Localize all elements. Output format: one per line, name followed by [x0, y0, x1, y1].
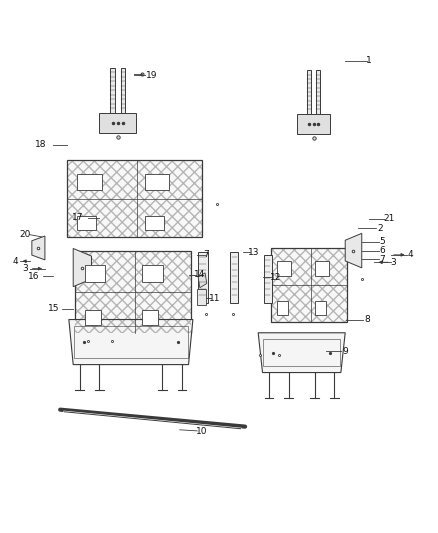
- Text: 9: 9: [343, 347, 348, 356]
- Bar: [142, 310, 159, 325]
- Polygon shape: [32, 236, 45, 260]
- Polygon shape: [69, 319, 193, 365]
- Bar: [198, 252, 208, 303]
- Text: 6: 6: [379, 246, 385, 255]
- Text: 5: 5: [379, 237, 385, 246]
- Text: 20: 20: [20, 230, 31, 239]
- Bar: [263, 339, 340, 366]
- Text: 10: 10: [196, 427, 207, 437]
- Text: 3: 3: [22, 264, 28, 273]
- Text: 4: 4: [408, 251, 413, 260]
- Bar: [74, 326, 187, 358]
- Text: 16: 16: [28, 271, 40, 280]
- Bar: [307, 70, 311, 114]
- Bar: [271, 248, 347, 322]
- Bar: [271, 248, 347, 322]
- Text: 13: 13: [248, 248, 260, 257]
- Polygon shape: [345, 233, 362, 268]
- Bar: [315, 261, 329, 276]
- Bar: [75, 251, 191, 333]
- Bar: [75, 251, 191, 333]
- Bar: [67, 160, 201, 237]
- Bar: [67, 160, 201, 237]
- Text: 2: 2: [377, 224, 383, 233]
- Bar: [230, 252, 238, 303]
- Text: 18: 18: [35, 140, 46, 149]
- Text: 21: 21: [383, 214, 395, 223]
- Polygon shape: [73, 248, 92, 287]
- Bar: [145, 174, 169, 190]
- Bar: [142, 265, 163, 282]
- Bar: [316, 70, 320, 114]
- Text: 17: 17: [72, 213, 83, 222]
- Bar: [277, 301, 288, 315]
- Text: 12: 12: [270, 272, 281, 281]
- Polygon shape: [198, 273, 207, 288]
- Bar: [264, 255, 272, 303]
- Text: 8: 8: [364, 315, 370, 324]
- Bar: [85, 310, 101, 325]
- Text: 1: 1: [366, 56, 372, 65]
- Bar: [315, 301, 326, 315]
- Text: 14: 14: [194, 270, 205, 279]
- Bar: [99, 113, 136, 133]
- Polygon shape: [258, 333, 345, 373]
- Text: 19: 19: [146, 71, 157, 80]
- Bar: [145, 216, 164, 230]
- Text: 3: 3: [390, 258, 396, 266]
- Bar: [78, 174, 102, 190]
- Bar: [110, 68, 115, 113]
- Bar: [197, 289, 206, 305]
- Bar: [121, 68, 125, 113]
- Bar: [277, 261, 291, 276]
- Bar: [85, 265, 106, 282]
- Bar: [78, 216, 96, 230]
- Text: 7: 7: [379, 255, 385, 264]
- Text: 11: 11: [209, 294, 220, 303]
- Text: 7: 7: [203, 251, 209, 260]
- Bar: [297, 114, 330, 134]
- Text: 4: 4: [13, 257, 18, 265]
- Text: 15: 15: [48, 304, 60, 313]
